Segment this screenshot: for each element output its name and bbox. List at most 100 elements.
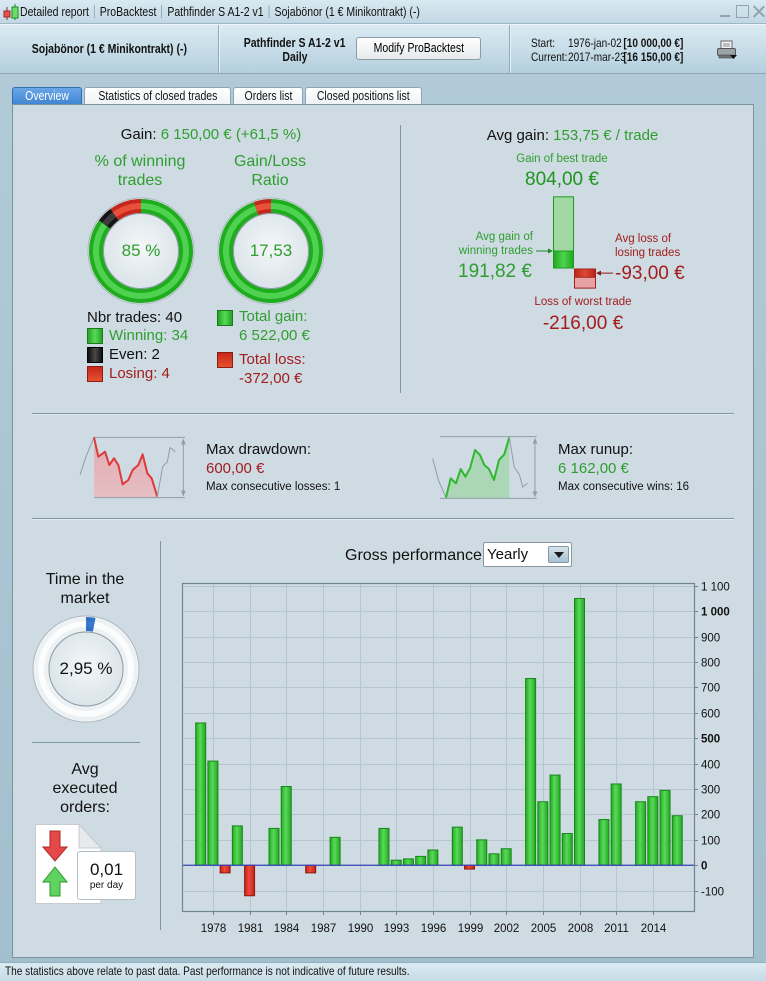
- x-tick-label: 1984: [274, 923, 300, 935]
- time-out-of-market-segment-highlight: [38, 621, 134, 717]
- total-gain-segment-highlight: [223, 203, 319, 299]
- drawdown-area: [94, 437, 158, 498]
- executed-orders-title: Avg executed orders:: [52, 761, 118, 816]
- bar-negative: [305, 864, 317, 874]
- bar-positive: [671, 815, 683, 866]
- left-column-separator: [32, 742, 140, 743]
- gain-loss-ratio-label: 17,53: [249, 241, 293, 260]
- maximize-icon[interactable]: [736, 5, 749, 18]
- title-part-strategy: Pathfinder S A1-2 v1: [167, 5, 264, 19]
- x-tick-label: 1993: [384, 923, 410, 935]
- candlestick-icon: [3, 4, 19, 20]
- strategy-info: Pathfinder S A1-2 v1 Daily: [222, 36, 368, 64]
- bar-positive: [268, 827, 280, 866]
- minimize-icon[interactable]: [719, 5, 732, 18]
- bar-positive: [574, 597, 586, 866]
- plot-frame: [181, 582, 696, 913]
- title-separator: [268, 5, 270, 18]
- title-separator: [93, 5, 95, 18]
- runup-area: [446, 437, 510, 499]
- bar-positive: [659, 789, 671, 866]
- current-date: 2017-mar-23: [567, 50, 626, 64]
- executed-orders-box: 0,01 per day: [77, 851, 136, 900]
- drawdown-before-line: [79, 437, 95, 476]
- x-tick-label: 1999: [458, 923, 484, 935]
- modify-probacktest-button[interactable]: Modify ProBacktest: [356, 37, 481, 60]
- even-count: Even: 2: [109, 346, 160, 363]
- y-tick-label: 700: [701, 683, 720, 695]
- avg-gain: Avg gain: 153,75 € / trade: [440, 127, 705, 145]
- gain-value: 6 150,00 € (+61,5 %): [160, 126, 302, 143]
- x-tick-label: 1990: [348, 923, 374, 935]
- x-tick-label: 2014: [641, 923, 667, 935]
- bar-positive: [378, 827, 390, 866]
- bar-positive: [525, 678, 537, 866]
- modify-probacktest-label: Modify ProBacktest: [373, 41, 464, 55]
- total-gain-value: 6 522,00 €: [239, 327, 310, 344]
- runup-sparkline: [432, 436, 538, 499]
- arrow-left-icon: [596, 270, 601, 276]
- y-tick-label: 400: [701, 760, 720, 772]
- tab-statistics-closed-trades[interactable]: Statistics of closed trades: [84, 87, 231, 105]
- max-runup-title: Max runup:: [558, 441, 634, 458]
- buy-arrow-icon: [41, 866, 69, 897]
- section-separator: [32, 413, 734, 415]
- tab-orders-label: Orders list: [244, 89, 292, 103]
- x-tick-label: 2008: [568, 923, 594, 935]
- current-capital: [16 150,00 €]: [623, 50, 684, 64]
- bar-positive: [537, 801, 549, 866]
- y-tick-label: 100: [701, 836, 720, 848]
- report-header: Sojabönor (1 € Minikontrakt) (-) Pathfin…: [0, 24, 766, 74]
- x-tick-label: 2005: [531, 923, 557, 935]
- worst-trade-label: Loss of worst trade: [534, 296, 632, 308]
- header-divider: [218, 25, 220, 73]
- donut-center: [48, 631, 124, 707]
- window-title: Detailed report ProBacktest Pathfinder S A…: [20, 5, 540, 19]
- arrow-down-icon: [532, 491, 538, 498]
- gain-label: Gain:: [120, 126, 157, 143]
- x-tick-label: 1987: [311, 923, 337, 935]
- total-loss-segment-highlight: [255, 203, 272, 212]
- title-part-module: ProBacktest: [99, 5, 157, 19]
- y-tick-label: 900: [701, 633, 720, 645]
- chevron-down-icon[interactable]: [548, 546, 569, 563]
- bar-positive: [231, 825, 243, 866]
- bar-positive: [647, 796, 659, 866]
- losing-swatch: [87, 366, 103, 382]
- bar-positive: [329, 836, 341, 866]
- max-runup-value: 6 162,00 €: [558, 460, 629, 477]
- executed-orders-value: 0,01: [89, 860, 124, 879]
- title-separator: [161, 5, 163, 18]
- time-in-market-donut: [32, 615, 140, 723]
- winning-trades-title: % of winning trades: [94, 153, 186, 189]
- bar-positive: [207, 760, 219, 866]
- avg-gain-label: Avg gain:: [486, 127, 549, 144]
- section-divider: [400, 125, 401, 393]
- document-fold: [78, 823, 103, 849]
- y-tick-label: 600: [701, 709, 720, 721]
- sell-arrow-icon: [41, 830, 69, 862]
- total-loss-swatch: [217, 352, 233, 368]
- tab-overview[interactable]: Overview: [12, 87, 82, 105]
- header-divider: [509, 25, 511, 73]
- bar-positive: [549, 774, 561, 866]
- printer-icon[interactable]: [716, 40, 738, 60]
- tab-closed-positions-list[interactable]: Closed positions list: [305, 87, 422, 105]
- x-tick-label: 1978: [201, 923, 227, 935]
- bar-positive: [635, 801, 647, 866]
- nbr-trades: Nbr trades: 40: [87, 309, 183, 326]
- tab-closed-positions-label: Closed positions list: [317, 89, 410, 103]
- drawdown-sparkline: [79, 436, 186, 499]
- bar-positive: [280, 786, 292, 866]
- total-gain: Gain: 6 150,00 € (+61,5 %): [60, 126, 362, 144]
- window-title-bar: Detailed report ProBacktest Pathfinder S A…: [0, 0, 766, 24]
- arrow-down-icon: [181, 490, 186, 497]
- period-dropdown[interactable]: Yearly: [483, 542, 572, 567]
- gain-loss-ratio-donut: [217, 197, 325, 305]
- max-consecutive-losses: Max consecutive losses: 1: [206, 481, 341, 493]
- avg-gain-value: 153,75 € / trade: [553, 127, 659, 144]
- winning-count: Winning: 34: [109, 327, 189, 344]
- tab-orders-list[interactable]: Orders list: [233, 87, 303, 105]
- close-icon[interactable]: [752, 5, 765, 18]
